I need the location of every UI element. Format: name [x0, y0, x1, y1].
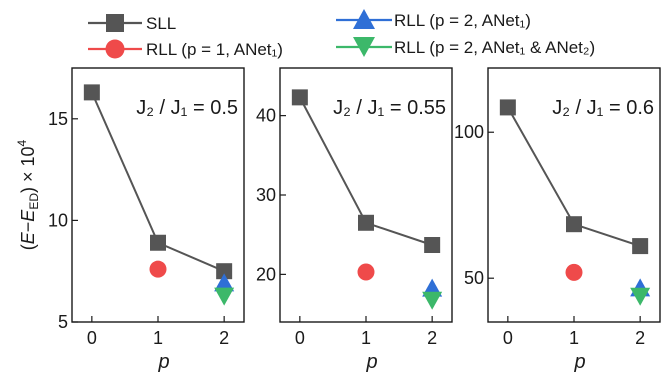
point-sll [358, 214, 374, 231]
x-axis-label: p [573, 351, 585, 373]
legend-square-marker [106, 14, 124, 32]
x-tick-label: 2 [219, 328, 229, 348]
x-axis-label: p [157, 351, 169, 373]
panel-3: 0 1 2 50 100 J₂ / J₁ = 0.6 p [454, 67, 661, 373]
y-tick-label: 50 [464, 268, 484, 288]
panel-title: J₂ / J₁ = 0.55 [333, 97, 446, 119]
x-tick-label: 0 [87, 328, 97, 348]
point-sll [499, 99, 516, 116]
y-tick-label: 5 [58, 312, 68, 332]
x-tick-label: 1 [153, 328, 163, 348]
point-sll [83, 84, 100, 101]
point-rll_p1 [357, 263, 375, 281]
panel-1: 0 1 2 5 10 15 J₂ / J₁ = 0.5 p [48, 67, 245, 373]
x-tick-label: 2 [635, 328, 645, 348]
legend-label-rll-p2-anet1: RLL (p = 2, ANet₁) [394, 11, 531, 30]
legend-triangle-up-marker [353, 9, 375, 29]
y-tick-label: 10 [48, 210, 68, 230]
x-axis-label: p [365, 351, 377, 373]
x-tick-label: 2 [427, 328, 437, 348]
legend-label-rll-p2-anet12: RLL (p = 2, ANet₁ & ANet₂) [394, 38, 595, 57]
y-tick-label: 40 [256, 106, 276, 126]
legend-item-rll-p2-anet12: RLL (p = 2, ANet₁ & ANet₂) [336, 37, 595, 57]
legend-item-rll-p1: RLL (p = 1, ANet₁) [88, 39, 283, 59]
panel-title: J₂ / J₁ = 0.6 [552, 97, 654, 119]
y-tick-label: 15 [48, 109, 68, 129]
point-rll_p1 [149, 260, 167, 278]
point-rll_p2_anet12 [214, 287, 235, 306]
legend-label-rll-p1: RLL (p = 1, ANet₁) [146, 40, 283, 59]
x-tick-label: 1 [569, 328, 579, 348]
point-sll [424, 237, 441, 254]
point-sll [632, 238, 649, 255]
x-tick-label: 0 [503, 328, 513, 348]
panel-title: J₂ / J₁ = 0.5 [136, 97, 238, 119]
legend-triangle-down-marker [353, 37, 375, 57]
legend-circle-marker [105, 39, 125, 59]
legend-item-sll: SLL [88, 14, 176, 33]
y-tick-label: 30 [256, 185, 276, 205]
point-sll [150, 234, 166, 251]
legend: SLL RLL (p = 1, ANet₁) RLL (p = 2, ANet₁… [88, 9, 595, 59]
point-rll_p2_anet1 [214, 273, 235, 292]
x-tick-label: 1 [361, 328, 371, 348]
panel-2: 0 1 2 20 30 40 J₂ / J₁ = 0.55 p [256, 67, 453, 373]
point-sll [291, 89, 308, 106]
y-tick-label: 100 [454, 122, 484, 142]
y-tick-label: 20 [256, 264, 276, 284]
legend-label-sll: SLL [146, 14, 176, 33]
x-tick-label: 0 [295, 328, 305, 348]
point-rll_p1 [565, 263, 583, 281]
point-rll_p2_anet12 [422, 291, 443, 310]
point-rll_p2_anet12 [630, 287, 651, 306]
legend-item-rll-p2-anet1: RLL (p = 2, ANet₁) [336, 9, 531, 30]
point-sll [566, 216, 582, 233]
point-sll [216, 263, 233, 280]
y-axis-label: (E−EED) × 104 [15, 139, 41, 250]
